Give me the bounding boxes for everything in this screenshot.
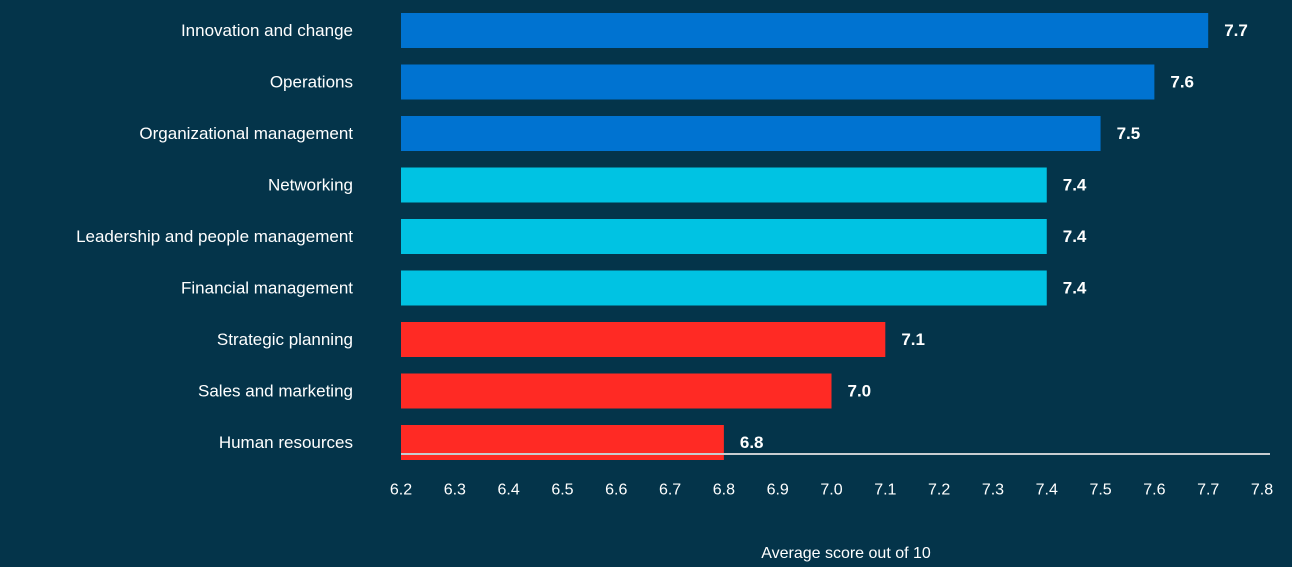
category-label: Leadership and people management [76,227,353,246]
value-label: 7.4 [1063,227,1087,246]
x-tick-label: 7.8 [1251,482,1273,499]
bar [401,373,832,409]
value-label: 7.7 [1224,21,1248,40]
x-tick-label: 7.3 [982,482,1004,499]
x-tick-labels-layer: 6.2 6.3 6.4 6.5 6.6 6.7 6.8 6.9 7.0 7.1 7.2 7.3 7.4 7… [390,482,1273,499]
bar [401,13,1209,48]
x-tick-label: 7.0 [820,482,842,499]
category-label: Financial management [181,279,353,298]
category-label: Operations [270,73,353,92]
value-label: 7.5 [1117,124,1141,143]
x-tick-label: 6.7 [659,482,681,499]
x-tick-label: 6.9 [767,482,789,499]
x-tick-label: 7.5 [1089,482,1111,499]
x-tick-label: 6.4 [498,482,520,499]
bar [401,116,1101,151]
x-tick-label: 6.6 [605,482,627,499]
category-label: Human resources [219,433,353,452]
value-label: 7.0 [848,382,872,401]
x-axis-title: Average score out of 10 [761,545,931,562]
x-tick-label: 6.5 [551,482,573,499]
x-tick-label: 7.7 [1197,482,1219,499]
category-labels-layer: Innovation and change Operations Organizat… [76,21,353,452]
bar [401,64,1155,100]
x-tick-label: 7.4 [1036,482,1058,499]
category-label: Organizational management [139,124,353,143]
category-label: Networking [268,176,353,195]
x-tick-label: 6.2 [390,482,412,499]
bar [401,167,1047,203]
x-tick-label: 7.1 [874,482,896,499]
value-label: 7.4 [1063,279,1087,298]
value-label: 7.6 [1170,73,1194,92]
category-label: Strategic planning [217,330,353,349]
bars-layer [401,13,1209,460]
x-tick-label: 7.2 [928,482,950,499]
x-tick-label: 6.8 [713,482,735,499]
category-label: Sales and marketing [198,382,353,401]
bar [401,219,1047,254]
bar [401,322,886,357]
value-label: 7.4 [1063,176,1087,195]
value-labels-layer: 7.7 7.6 7.5 7.4 7.4 7.4 7.1 7.0 6.8 [740,21,1248,452]
bar [401,270,1047,306]
x-tick-label: 7.6 [1143,482,1165,499]
category-label: Innovation and change [181,21,353,40]
value-label: 7.1 [901,330,925,349]
value-label: 6.8 [740,433,764,452]
x-tick-label: 6.3 [444,482,466,499]
